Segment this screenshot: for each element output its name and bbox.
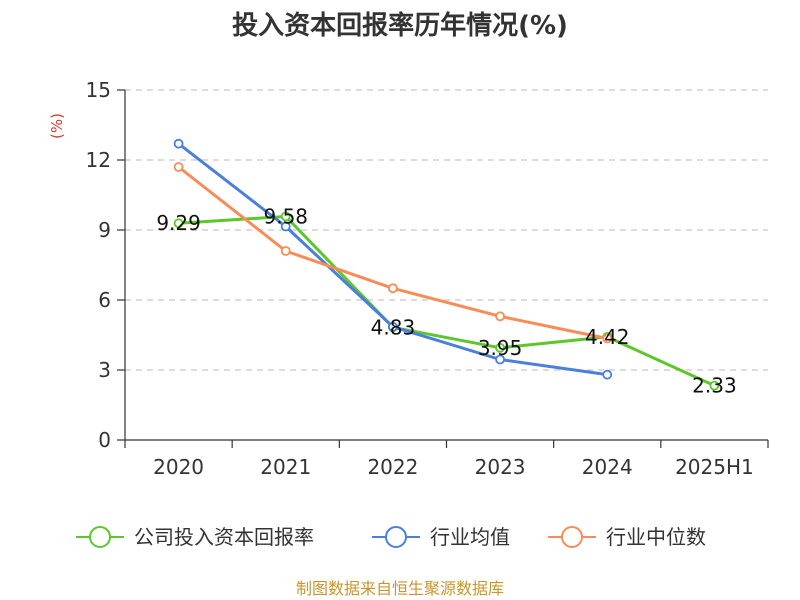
y-axis-unit-label: (%): [48, 113, 66, 139]
data-point[interactable]: [388, 283, 398, 294]
y-tick-label: 3: [98, 358, 111, 382]
data-point[interactable]: [602, 369, 613, 380]
y-tick-label: 9: [98, 218, 111, 242]
data-point[interactable]: [602, 333, 613, 344]
data-labels: 9.29 9.58 4.83 3.95 4.42 2.33: [156, 204, 736, 397]
source-note: 制图数据来自恒生聚源数据库: [296, 579, 504, 598]
data-point[interactable]: [495, 311, 505, 322]
legend[interactable]: 公司投入资本回报率 行业均值 行业中位数: [76, 525, 706, 549]
data-point[interactable]: [495, 354, 505, 365]
data-point[interactable]: [173, 218, 184, 229]
series-line: [177, 214, 716, 388]
axes: 0 3 6 9 12 15 2020 2021 2022 2023 2024 2025H1: [86, 78, 769, 479]
x-tick-label: 2024: [582, 455, 633, 479]
data-point[interactable]: [173, 162, 184, 172]
x-tick-label: 2025H1: [675, 455, 754, 479]
data-label: 3.95: [478, 336, 523, 360]
grid-lines: [125, 89, 768, 371]
series-line: [177, 142, 609, 377]
x-tick-label: 2021: [260, 455, 311, 479]
chart-title: 投入资本回报率历年情况(%): [232, 10, 568, 41]
data-point[interactable]: [280, 221, 291, 232]
data-label: 9.29: [156, 211, 201, 235]
data-label: 4.83: [371, 315, 416, 339]
x-tick-label: 2022: [367, 455, 418, 479]
series-lines: [173, 138, 720, 391]
data-point[interactable]: [388, 321, 398, 332]
y-tick-label: 0: [98, 428, 111, 452]
legend-marker-icon: [89, 526, 111, 548]
data-label: 4.42: [585, 325, 630, 349]
data-point[interactable]: [495, 342, 505, 353]
data-label: 9.58: [263, 204, 308, 228]
data-label: 2.33: [692, 374, 737, 398]
x-tick-label: 2020: [153, 455, 204, 479]
y-tick-label: 15: [86, 78, 111, 102]
legend-item[interactable]: 行业均值: [372, 525, 510, 549]
legend-item[interactable]: 行业中位数: [548, 525, 706, 549]
data-point[interactable]: [280, 246, 291, 256]
y-tick-label: 12: [86, 148, 111, 172]
data-point[interactable]: [709, 380, 720, 391]
legend-marker-icon: [561, 526, 583, 548]
y-tick-label: 6: [98, 288, 111, 312]
series-group: [173, 138, 613, 380]
data-point[interactable]: [173, 138, 184, 149]
series-group: [173, 162, 613, 344]
data-point[interactable]: [280, 211, 291, 222]
legend-label: 行业中位数: [606, 525, 706, 549]
legend-item[interactable]: 公司投入资本回报率: [76, 525, 314, 549]
legend-marker-icon: [385, 526, 407, 548]
x-tick-label: 2023: [475, 455, 526, 479]
legend-label: 行业均值: [430, 525, 510, 549]
legend-label: 公司投入资本回报率: [134, 525, 314, 549]
